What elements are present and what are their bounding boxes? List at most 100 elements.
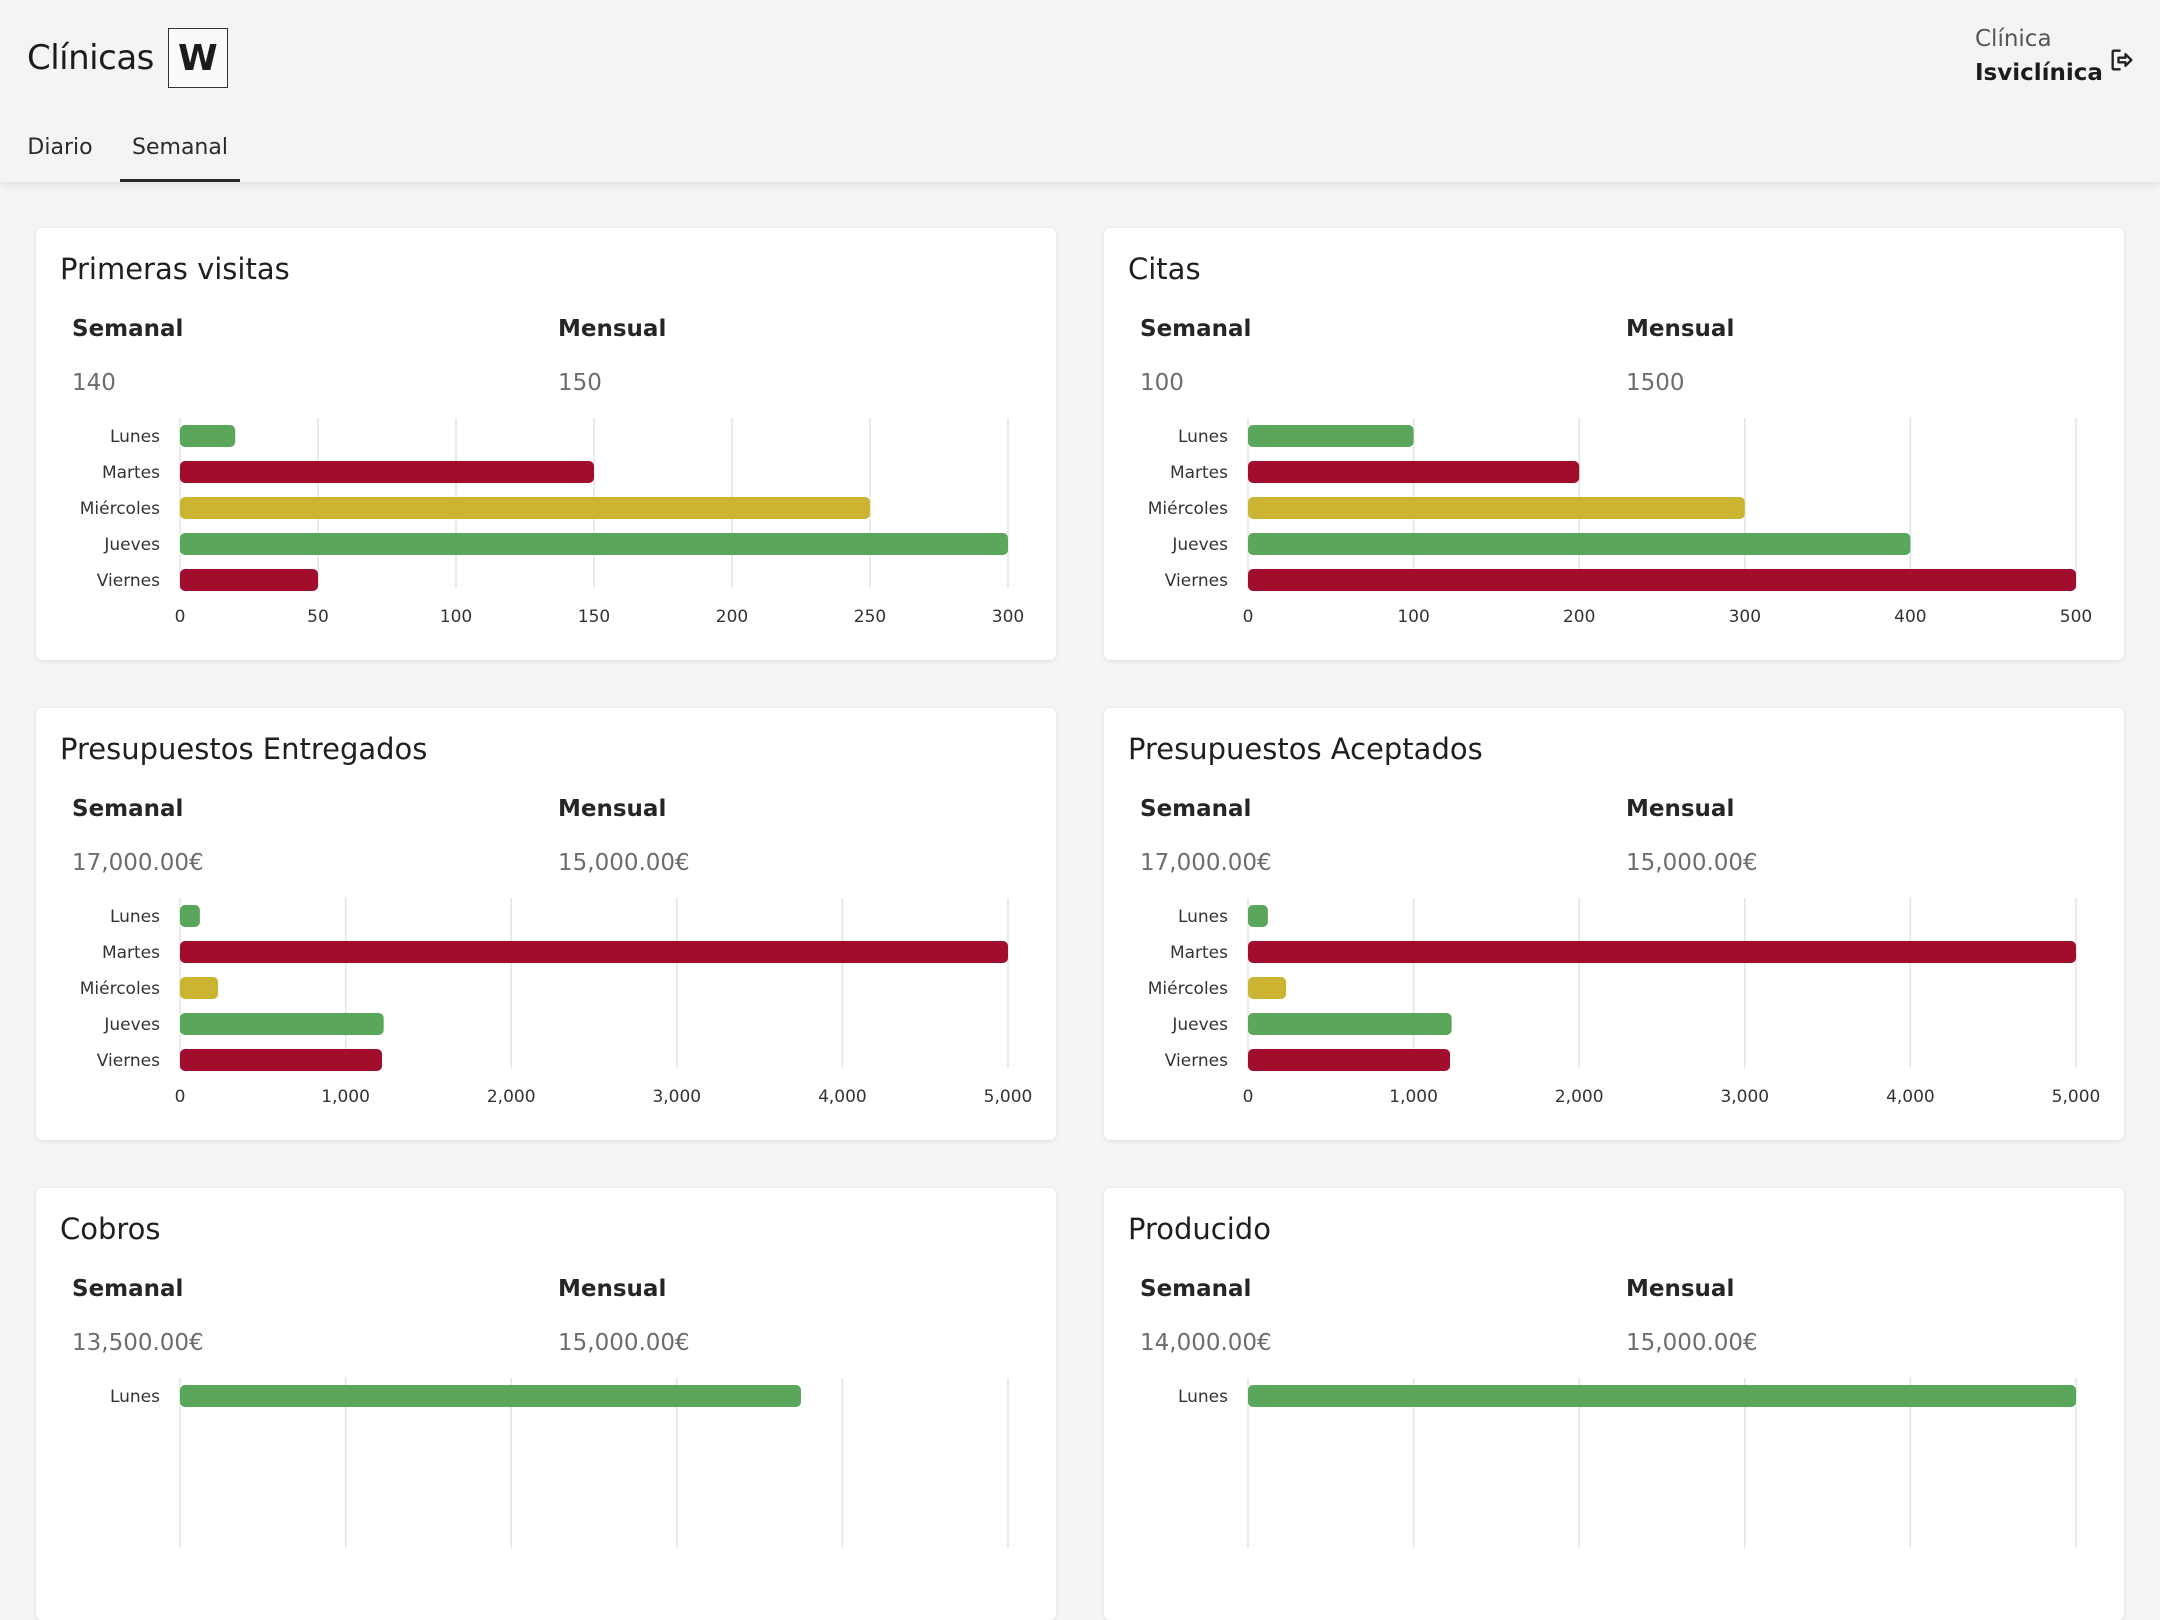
semanal-label: Semanal [72, 1276, 184, 1302]
card-presupuestos-entregados: Presupuestos Entregados Semanal Mensual … [36, 708, 1056, 1140]
tab-semanal[interactable]: Semanal [120, 125, 240, 182]
category-label: Miércoles [1148, 499, 1228, 519]
category-label: Lunes [110, 907, 160, 927]
category-label: Jueves [1171, 1015, 1228, 1035]
tick-label: 100 [1397, 607, 1429, 627]
card-title: Primeras visitas [60, 252, 290, 286]
bar[interactable] [180, 497, 870, 519]
bar[interactable] [1248, 1013, 1452, 1035]
card-title: Citas [1128, 252, 1201, 286]
mensual-value: 15,000.00€ [558, 850, 690, 876]
semanal-value: 17,000.00€ [1140, 850, 1272, 876]
tick-label: 5,000 [2052, 1087, 2101, 1107]
bar[interactable] [1248, 425, 1414, 447]
tick-label: 250 [854, 607, 886, 627]
mensual-label: Mensual [1626, 316, 1735, 342]
category-label: Miércoles [80, 499, 160, 519]
category-label: Miércoles [80, 979, 160, 999]
card-cobros: Cobros Semanal Mensual 13,500.00€ 15,000… [36, 1188, 1056, 1620]
mensual-label: Mensual [558, 316, 667, 342]
bar[interactable] [180, 569, 318, 591]
category-label: Lunes [1178, 907, 1228, 927]
tick-label: 0 [175, 1087, 186, 1107]
card-title: Presupuestos Aceptados [1128, 732, 1483, 766]
semanal-value: 14,000.00€ [1140, 1330, 1272, 1356]
tick-label: 4,000 [818, 1087, 867, 1107]
category-label: Martes [1170, 463, 1228, 483]
semanal-value: 13,500.00€ [72, 1330, 204, 1356]
tick-label: 200 [1563, 607, 1595, 627]
tick-label: 4,000 [1886, 1087, 1935, 1107]
bar-chart: Lunes Martes Miércoles Jueves Viernes 0 50 100 1… [80, 418, 1024, 627]
semanal-value: 17,000.00€ [72, 850, 204, 876]
tick-label: 200 [716, 607, 748, 627]
bar[interactable] [1248, 905, 1268, 927]
bar[interactable] [180, 1385, 801, 1407]
bar[interactable] [180, 977, 219, 999]
card-producido: Producido Semanal Mensual 14,000.00€ 15,… [1104, 1188, 2124, 1620]
bar-chart: Lunes [110, 1378, 1009, 1548]
card-title: Presupuestos Entregados [60, 732, 428, 766]
bar-chart: Lunes Martes Miércoles Jueves Viernes 0 1,000 2… [1148, 898, 2101, 1107]
bar-chart: Lunes Martes Miércoles Jueves Viernes 0 100 200… [1148, 418, 2092, 627]
category-label: Jueves [1171, 535, 1228, 555]
card-presupuestos-aceptados: Presupuestos Aceptados Semanal Mensual 1… [1104, 708, 2124, 1140]
mensual-label: Mensual [1626, 1276, 1735, 1302]
category-label: Lunes [110, 1387, 160, 1407]
semanal-label: Semanal [1140, 1276, 1252, 1302]
category-label: Viernes [97, 571, 160, 591]
bar[interactable] [1248, 1049, 1451, 1071]
bar[interactable] [180, 905, 200, 927]
brand-mark: W [167, 28, 228, 88]
app-header: Clínicas W Diario Semanal Clínica Isvicl… [0, 0, 2160, 182]
clinic-name: Isviclínica [1975, 60, 2103, 86]
card-title: Producido [1128, 1212, 1271, 1246]
bar-chart: Lunes [1178, 1378, 2077, 1548]
tick-label: 300 [992, 607, 1024, 627]
bar[interactable] [1248, 1385, 2076, 1407]
mensual-value: 15,000.00€ [558, 1330, 690, 1356]
bar[interactable] [180, 461, 594, 483]
bar[interactable] [180, 941, 1008, 963]
bar[interactable] [180, 1049, 383, 1071]
logout-icon[interactable] [2108, 46, 2136, 74]
category-label: Martes [102, 463, 160, 483]
tick-label: 1,000 [321, 1087, 370, 1107]
category-label: Lunes [1178, 427, 1228, 447]
tab-diario[interactable]: Diario [27, 135, 93, 160]
category-label: Viernes [97, 1051, 160, 1071]
tick-label: 100 [440, 607, 472, 627]
brand-logo[interactable]: Clínicas W [27, 27, 228, 89]
clinic-label: Clínica [1975, 26, 2052, 52]
bar[interactable] [180, 1013, 384, 1035]
tick-label: 0 [1243, 607, 1254, 627]
mensual-value: 150 [558, 370, 602, 396]
tick-label: 150 [578, 607, 610, 627]
semanal-label: Semanal [1140, 316, 1252, 342]
bar[interactable] [1248, 533, 1911, 555]
category-label: Jueves [103, 1015, 160, 1035]
mensual-label: Mensual [558, 1276, 667, 1302]
tick-label: 0 [1243, 1087, 1254, 1107]
bar[interactable] [1248, 569, 2076, 591]
category-label: Lunes [110, 427, 160, 447]
category-label: Miércoles [1148, 979, 1228, 999]
brand-name: Clínicas [27, 38, 154, 78]
card-citas: Citas Semanal Mensual 100 1500 Lunes Mart… [1104, 228, 2124, 660]
semanal-label: Semanal [72, 316, 184, 342]
card-title: Cobros [60, 1212, 161, 1246]
mensual-value: 1500 [1626, 370, 1685, 396]
category-label: Jueves [103, 535, 160, 555]
category-label: Viernes [1165, 571, 1228, 591]
bar[interactable] [1248, 941, 2076, 963]
bar[interactable] [180, 533, 1008, 555]
bar[interactable] [1248, 977, 1287, 999]
tick-label: 2,000 [487, 1087, 536, 1107]
bar[interactable] [180, 425, 236, 447]
bar[interactable] [1248, 497, 1745, 519]
tick-label: 50 [307, 607, 329, 627]
bar[interactable] [1248, 461, 1580, 483]
mensual-value: 15,000.00€ [1626, 1330, 1758, 1356]
bar-chart: Lunes Martes Miércoles Jueves Viernes 0 1,000 2… [80, 898, 1032, 1107]
tick-label: 3,000 [652, 1087, 701, 1107]
